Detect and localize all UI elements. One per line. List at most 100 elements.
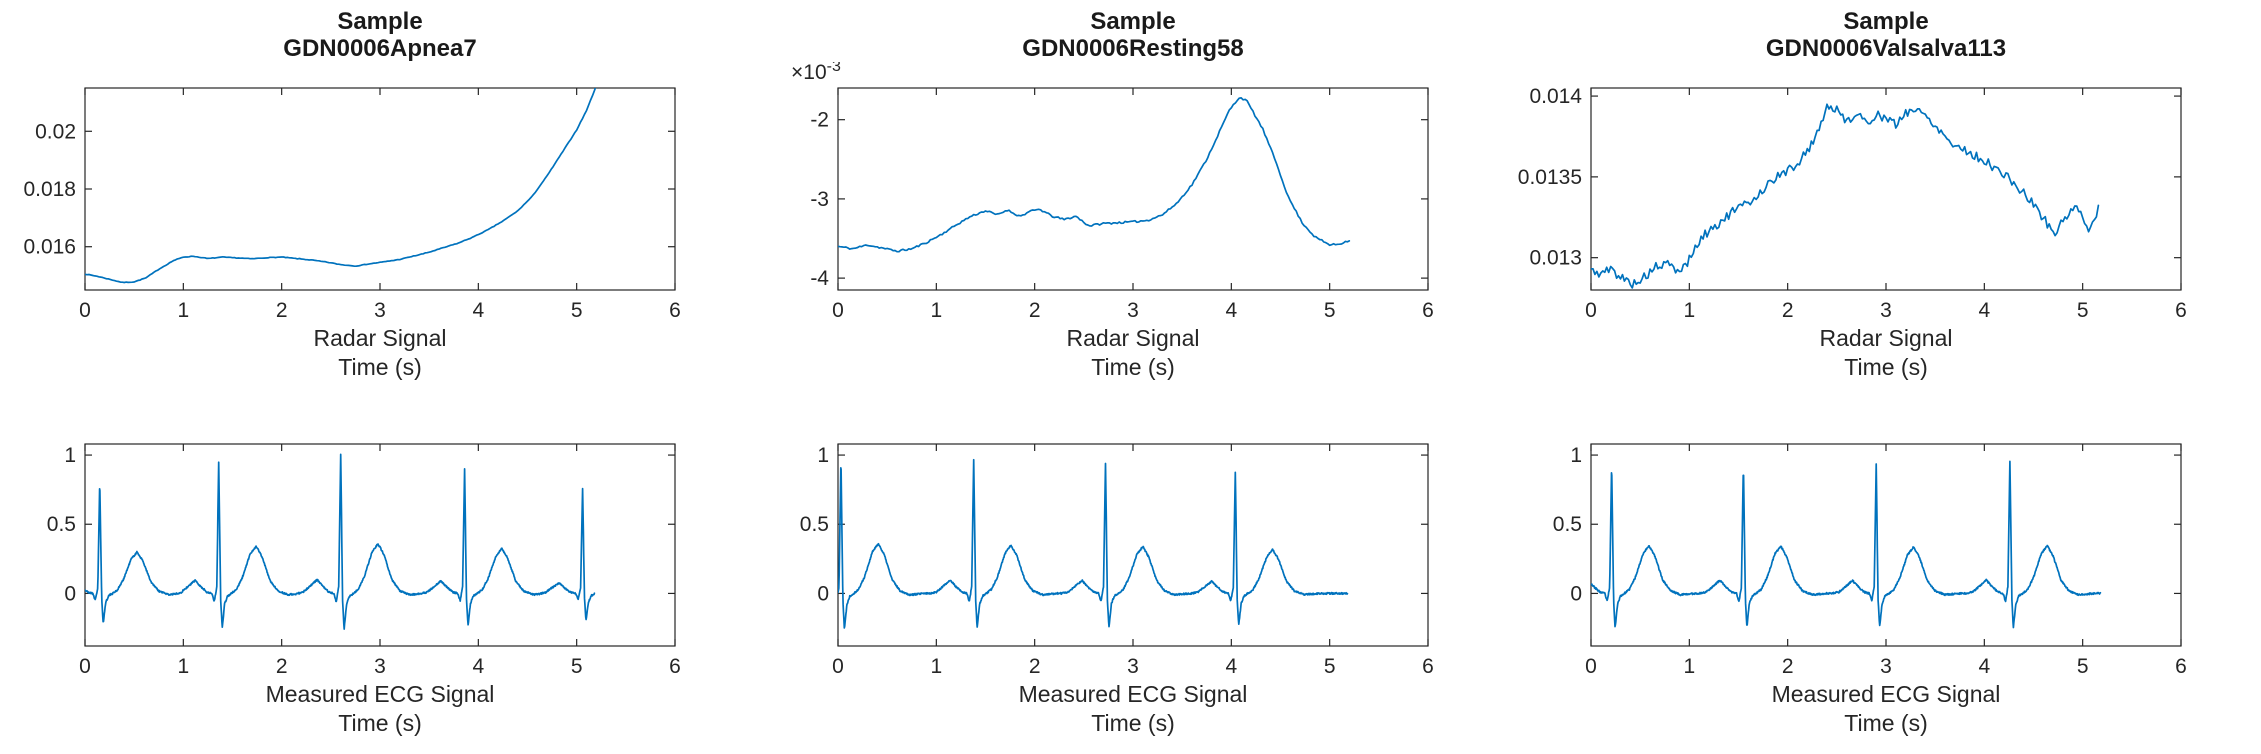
x-tick-label: 0 — [1585, 299, 1597, 322]
x-tick-label: 5 — [1324, 299, 1336, 322]
signal-line — [838, 458, 1349, 629]
subplot-radar-valsalva: Sample GDN0006Valsalva113 0 1 2 3 4 5 6 0.013 0.… — [1506, 8, 2259, 382]
x-tick-label: 6 — [669, 655, 681, 678]
chart-title: Sample GDN0006Valsalva113 — [1591, 8, 2181, 62]
y-tick-label: 1 — [817, 444, 829, 467]
chart-title-line1: Sample — [1843, 8, 1929, 35]
y-tick-label: 0 — [817, 582, 829, 605]
subplot-ecg-apnea: 0 1 2 3 4 5 6 0 0.5 1 Measured ECG Signal Time (s… — [0, 392, 753, 738]
subplot-radar-apnea: Sample GDN0006Apnea7 0 1 2 3 4 5 6 0.016 0.018 0.… — [0, 8, 753, 382]
plot-area-ecg-apnea: 0 1 2 3 4 5 6 0 0.5 1 — [0, 418, 753, 680]
y-axis-exponent: ×10-3 — [791, 62, 841, 84]
xlabel-line1: Measured ECG Signal — [1018, 681, 1248, 707]
plot-box — [837, 87, 1429, 291]
x-tick-label: 5 — [571, 299, 583, 322]
figure-grid: Sample GDN0006Apnea7 0 1 2 3 4 5 6 0.016 0.018 0.… — [0, 8, 2259, 738]
x-tick-label: 0 — [79, 299, 91, 322]
signal-line — [1591, 103, 2100, 289]
chart-canvas-ecg-valsalva: 0 1 2 3 4 5 6 0 0.5 1 — [1553, 443, 2187, 678]
chart-title-line2: GDN0006Resting58 — [1022, 35, 1244, 62]
chart-canvas-radar-valsalva: 0 1 2 3 4 5 6 0.013 0.0135 0.014 — [1518, 85, 2187, 322]
y-tick-label: 0 — [1570, 582, 1582, 605]
chart-xlabel: Radar Signal Time (s) — [85, 324, 675, 382]
chart-xlabel: Measured ECG Signal Time (s) — [85, 680, 675, 738]
y-tick-label: 1 — [1570, 444, 1582, 467]
plot-area-radar-valsalva: 0 1 2 3 4 5 6 0.013 0.0135 0.014 — [1506, 62, 2259, 324]
chart-xlabel: Measured ECG Signal Time (s) — [838, 680, 1428, 738]
x-tick-label: 2 — [1029, 655, 1041, 678]
chart-canvas-ecg-apnea: 0 1 2 3 4 5 6 0 0.5 1 — [47, 443, 681, 678]
y-tick-label: -4 — [810, 267, 829, 290]
x-tick-label: 2 — [1029, 299, 1041, 322]
x-tick-label: 3 — [374, 655, 386, 678]
signal-line — [85, 453, 596, 630]
x-tick-label: 6 — [2175, 299, 2187, 322]
subplot-ecg-resting: 0 1 2 3 4 5 6 0 0.5 1 Measured ECG Signal Time (s… — [753, 392, 1506, 738]
x-tick-label: 0 — [832, 655, 844, 678]
y-tick-label: 0.5 — [47, 513, 76, 536]
chart-xlabel: Measured ECG Signal Time (s) — [1591, 680, 2181, 738]
xlabel-line1: Radar Signal — [313, 325, 447, 351]
row-spacer — [1506, 392, 2259, 418]
plot-area-radar-resting: 0 1 2 3 4 5 6 -4 -3 -2 ×10-3 — [753, 62, 1506, 324]
x-tick-label: 4 — [1978, 299, 1990, 322]
plot-area-ecg-resting: 0 1 2 3 4 5 6 0 0.5 1 — [753, 418, 1506, 680]
x-tick-label: 5 — [2077, 299, 2089, 322]
subplot-radar-resting: Sample GDN0006Resting58 0 1 2 3 4 5 6 -4 -3 -2 ×10… — [753, 8, 1506, 382]
y-tick-label: 0.014 — [1529, 85, 1582, 108]
chart-xlabel: Radar Signal Time (s) — [838, 324, 1428, 382]
xlabel-line1: Measured ECG Signal — [1771, 681, 2001, 707]
y-tick-label: 0.5 — [1553, 513, 1582, 536]
x-tick-label: 2 — [1782, 299, 1794, 322]
y-tick-label: 0.02 — [35, 120, 76, 143]
xlabel-line2: Time (s) — [1091, 354, 1175, 380]
x-tick-label: 2 — [276, 655, 288, 678]
x-tick-label: 1 — [177, 299, 189, 322]
x-tick-label: 1 — [930, 655, 942, 678]
y-tick-label: 0.018 — [23, 178, 76, 201]
xlabel-line2: Time (s) — [1091, 710, 1175, 736]
x-tick-label: 5 — [1324, 655, 1336, 678]
row-spacer — [753, 392, 1506, 418]
x-tick-label: 5 — [571, 655, 583, 678]
x-tick-label: 0 — [832, 299, 844, 322]
x-tick-label: 1 — [1683, 655, 1695, 678]
plot-box — [1590, 443, 2182, 647]
chart-xlabel: Radar Signal Time (s) — [1591, 324, 2181, 382]
x-tick-label: 6 — [1422, 299, 1434, 322]
chart-title-line1: Sample — [1090, 8, 1176, 35]
y-tick-label: 0.0135 — [1518, 166, 1582, 189]
x-tick-label: 1 — [177, 655, 189, 678]
x-tick-label: 3 — [1880, 299, 1892, 322]
x-tick-label: 0 — [79, 655, 91, 678]
x-tick-label: 1 — [1683, 299, 1695, 322]
plot-area-radar-apnea: 0 1 2 3 4 5 6 0.016 0.018 0.02 — [0, 62, 753, 324]
x-tick-label: 2 — [1782, 655, 1794, 678]
y-tick-label: 1 — [64, 444, 76, 467]
x-tick-label: 3 — [374, 299, 386, 322]
chart-title-line1: Sample — [337, 8, 423, 35]
y-tick-label: -2 — [810, 109, 829, 132]
x-tick-label: 6 — [1422, 655, 1434, 678]
chart-title-line2: GDN0006Apnea7 — [283, 35, 477, 62]
x-tick-label: 2 — [276, 299, 288, 322]
x-tick-label: 5 — [2077, 655, 2089, 678]
row-spacer — [0, 392, 753, 418]
chart-title-line2: GDN0006Valsalva113 — [1765, 35, 2007, 62]
y-tick-label: -3 — [810, 188, 829, 211]
x-tick-label: 0 — [1585, 655, 1597, 678]
x-tick-label: 3 — [1127, 299, 1139, 322]
x-tick-label: 3 — [1880, 655, 1892, 678]
chart-canvas-radar-resting: 0 1 2 3 4 5 6 -4 -3 -2 ×10-3 — [791, 62, 1434, 322]
subplot-ecg-valsalva: 0 1 2 3 4 5 6 0 0.5 1 Measured ECG Signal Time (s… — [1506, 392, 2259, 738]
x-tick-label: 4 — [1978, 655, 1990, 678]
chart-canvas-radar-apnea: 0 1 2 3 4 5 6 0.016 0.018 0.02 — [23, 87, 681, 322]
y-tick-label: 0 — [64, 582, 76, 605]
x-tick-label: 4 — [1225, 655, 1237, 678]
xlabel-line1: Radar Signal — [1066, 325, 1200, 351]
x-tick-label: 4 — [472, 655, 484, 678]
y-tick-label: 0.5 — [800, 513, 829, 536]
chart-title: Sample GDN0006Apnea7 — [85, 8, 675, 62]
x-tick-label: 4 — [1225, 299, 1237, 322]
x-tick-label: 4 — [472, 299, 484, 322]
